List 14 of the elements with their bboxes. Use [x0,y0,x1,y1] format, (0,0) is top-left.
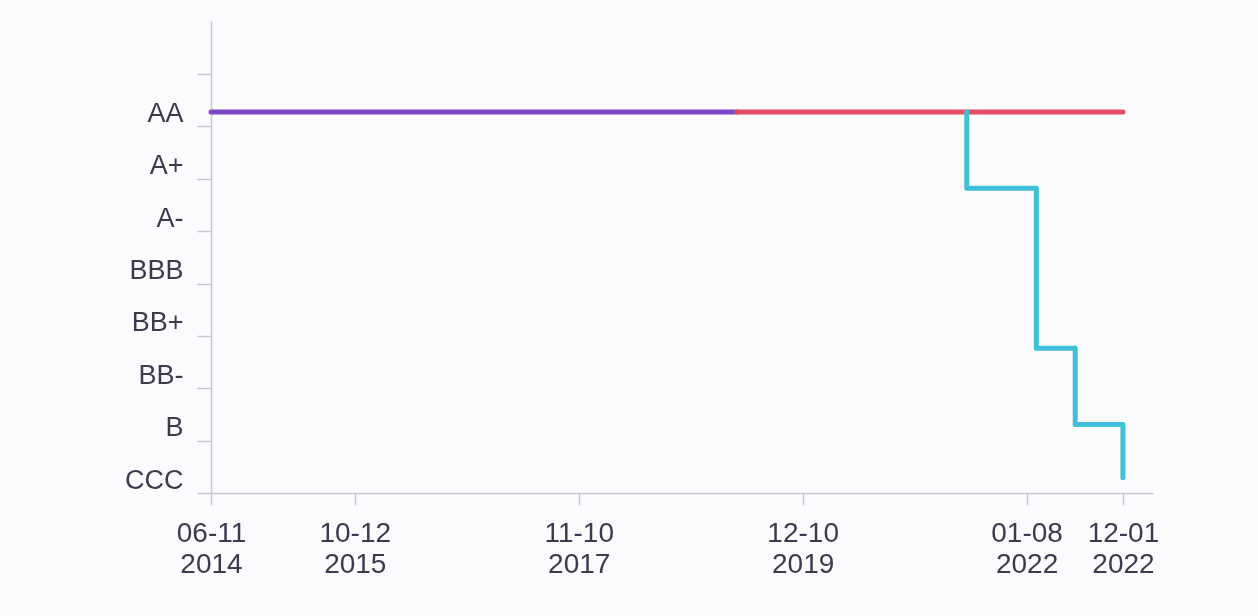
category-label: BB+ [131,307,184,338]
x-tick-label: 11-10 2017 [544,516,614,579]
category-label: AA [147,97,184,128]
x-tick-label: 12-10 2019 [767,516,839,579]
category-label: BBB [129,254,184,285]
x-tick-label: 01-08 2022 [991,516,1063,579]
category-label: B [165,412,184,443]
x-tick-label: 06-11 2014 [176,516,247,579]
category-label: BB- [138,359,184,390]
category-label: CCC [125,464,184,495]
x-tick-label: 10-12 2015 [319,516,392,579]
category-label: A- [156,202,184,233]
category-label: A+ [149,150,184,181]
x-tick-label: 12-01 2022 [1087,516,1160,579]
